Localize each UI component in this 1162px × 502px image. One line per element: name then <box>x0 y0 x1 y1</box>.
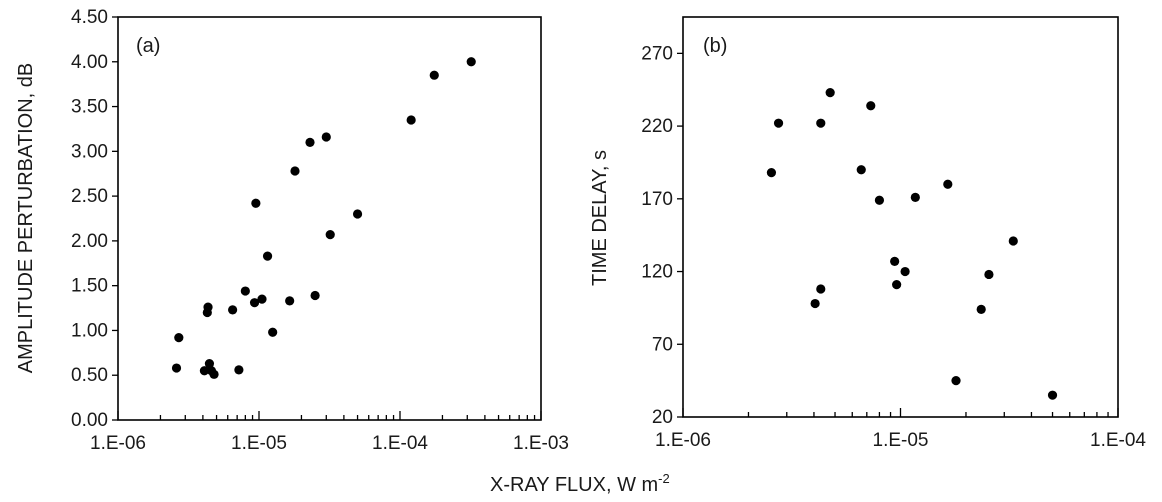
panel-b-ticks: 20 70 120 170 220 270 1.E-06 1.E-05 1.E-04 <box>641 43 1146 451</box>
panel-a-data-point <box>203 302 213 312</box>
panel-a-data-point <box>429 70 439 80</box>
panel-b-data-point <box>900 266 910 277</box>
panel-b-data-point <box>810 298 820 309</box>
panel-a-data-point <box>257 294 267 304</box>
panel-a-y-tick-label: 2.50 <box>71 186 108 207</box>
panel-a-y-axis-label: AMPLITUDE PERTURBATION, dB <box>15 63 37 373</box>
panel-b-y-tick-label: 170 <box>641 189 673 210</box>
panel-a-y-tick-label: 3.50 <box>71 97 108 118</box>
panel-a-y-tick-label: 0.00 <box>71 410 108 431</box>
panel-a-y-tick-label: 4.50 <box>71 7 108 28</box>
panel-a-y-tick-label: 0.50 <box>71 365 108 386</box>
panel-b-data-point <box>976 304 986 314</box>
panel-b-data-point <box>910 192 920 202</box>
panel-b-points <box>766 88 1058 400</box>
panel-b-y-tick-label: 70 <box>652 334 673 355</box>
panel-a-data-point <box>321 132 331 142</box>
panel-b-x-tick-label: 1.E-06 <box>655 430 711 451</box>
panel-b-data-point <box>866 101 876 111</box>
panel-b-data-point <box>766 168 777 178</box>
panel-b-y-tick-label: 20 <box>652 407 673 428</box>
panel-a-data-point <box>171 363 182 373</box>
panel-a-data-point <box>262 251 273 261</box>
panel-a-x-tick-label: 1.E-05 <box>231 433 287 454</box>
panel-a-plot-frame <box>117 16 542 421</box>
panel-b-data-point <box>856 165 866 175</box>
panel-a-data-point <box>199 366 210 376</box>
panel-b-chart: (b) TIME DELAY, s 20 70 120 170 220 270 1.E-06… <box>589 16 1146 451</box>
panel-a-x-tick-label: 1.E-06 <box>90 433 146 454</box>
panel-b-data-point <box>951 376 961 386</box>
panel-b-data-point <box>892 280 902 290</box>
panel-a-data-point <box>352 209 363 219</box>
panel-a-data-point <box>204 358 215 369</box>
shared-x-axis-label: X-RAY FLUX, W m-2 <box>490 471 670 496</box>
panel-a-x-tick-label: 1.E-03 <box>513 433 569 454</box>
panel-b-data-point <box>874 195 885 205</box>
panel-a-data-point <box>406 115 416 125</box>
panel-a-chart: (a) AMPLITUDE PERTURBATION, dB 0.00 0.50 1… <box>15 7 569 454</box>
panel-b-y-tick-label: 270 <box>641 43 673 64</box>
panel-a-data-point <box>249 298 260 308</box>
panel-a-y-tick-label: 1.00 <box>71 320 108 341</box>
panel-a-data-point <box>305 137 315 147</box>
panel-b-y-tick-label: 220 <box>641 116 673 137</box>
panel-b-data-point <box>825 88 835 98</box>
panel-b-data-point <box>816 284 826 294</box>
panel-a-data-point <box>325 230 335 240</box>
panel-b-y-tick-label: 120 <box>641 262 673 283</box>
panel-a-data-point <box>310 290 320 301</box>
panel-b-data-point <box>943 179 953 189</box>
panel-a-data-point <box>240 286 250 296</box>
panel-b-data-point <box>984 269 994 280</box>
panel-a-label: (a) <box>136 35 160 57</box>
panel-a-data-point <box>234 365 244 375</box>
panel-b-y-axis-label: TIME DELAY, s <box>589 150 611 286</box>
panel-b-data-point <box>773 118 784 128</box>
panel-a-data-point <box>209 369 219 379</box>
panel-b-data-point <box>816 118 826 128</box>
panel-b-x-tick-label: 1.E-04 <box>1090 430 1146 451</box>
panel-a-data-point <box>174 333 184 343</box>
panel-a-y-tick-label: 2.00 <box>71 231 108 252</box>
panel-a-x-tick-label: 1.E-04 <box>372 433 428 454</box>
panel-a-data-point <box>268 327 278 337</box>
panel-b-data-point <box>890 256 900 266</box>
panel-b-data-point <box>1047 390 1058 400</box>
shared-x-axis-label-superscript: -2 <box>658 471 670 486</box>
panel-a-y-tick-label: 4.00 <box>71 52 108 73</box>
panel-a-data-point <box>228 305 238 315</box>
panel-a-data-point <box>466 57 476 67</box>
panel-a-ticks: 0.00 0.50 1.00 1.50 2.00 2.50 3.00 3.50 4.00 4.50… <box>71 7 569 454</box>
panel-a-points <box>171 57 476 379</box>
panel-b-label: (b) <box>703 35 727 57</box>
panel-a-y-tick-label: 1.50 <box>71 276 108 297</box>
panel-a-data-point <box>285 296 295 306</box>
panel-b-x-tick-label: 1.E-05 <box>873 430 929 451</box>
shared-x-axis-label-main: X-RAY FLUX, W m <box>490 474 658 496</box>
panel-b-plot-frame <box>682 16 1119 418</box>
panel-a-data-point <box>251 198 261 208</box>
panel-a-y-tick-label: 3.00 <box>71 141 108 162</box>
panel-b-data-point <box>1008 236 1018 246</box>
panel-a-data-point <box>290 166 300 176</box>
